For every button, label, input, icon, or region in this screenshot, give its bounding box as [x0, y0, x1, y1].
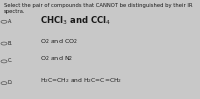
Text: O$_2$ and N$_2$: O$_2$ and N$_2$	[40, 54, 73, 63]
Text: Select the pair of compounds that CANNOT be distinguished by their IR spectra.: Select the pair of compounds that CANNOT…	[4, 3, 192, 14]
Text: O$_2$ and CO$_2$: O$_2$ and CO$_2$	[40, 37, 78, 46]
Text: H$_2$C=CH$_2$ and H$_2$C=C=CH$_2$: H$_2$C=CH$_2$ and H$_2$C=C=CH$_2$	[40, 76, 122, 85]
Text: C.: C.	[8, 58, 13, 63]
Text: B.: B.	[8, 41, 13, 46]
Text: CHCl$_3$ and CCl$_4$: CHCl$_3$ and CCl$_4$	[40, 15, 111, 27]
Text: D.: D.	[8, 80, 13, 85]
Text: A.: A.	[8, 19, 13, 24]
